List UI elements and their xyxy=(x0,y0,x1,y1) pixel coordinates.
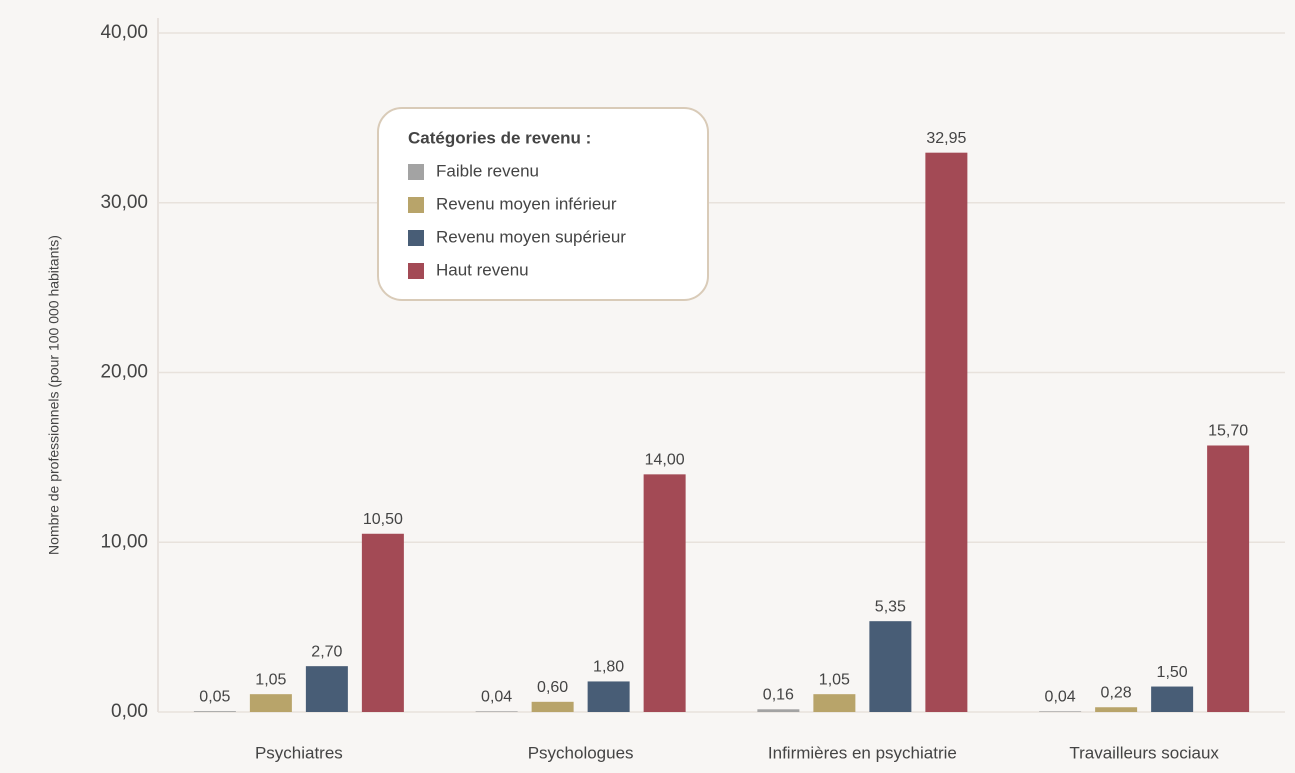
value-label: 2,70 xyxy=(311,643,342,660)
y-tick-label: 10,00 xyxy=(100,531,148,552)
legend-label: Haut revenu xyxy=(436,260,529,279)
bar xyxy=(475,711,518,712)
value-label: 0,28 xyxy=(1101,684,1132,701)
value-label: 0,04 xyxy=(1045,689,1076,706)
bar xyxy=(249,694,292,712)
legend-swatch xyxy=(408,230,424,246)
y-tick-label: 0,00 xyxy=(111,701,148,722)
value-label: 0,04 xyxy=(481,689,512,706)
bar xyxy=(531,701,574,712)
value-label: 5,35 xyxy=(875,598,906,615)
value-label: 32,95 xyxy=(926,130,966,147)
bar xyxy=(869,621,912,712)
value-label: 1,80 xyxy=(593,659,624,676)
x-tick-label: Psychologues xyxy=(528,743,634,762)
y-tick-label: 30,00 xyxy=(100,192,148,213)
legend-label: Revenu moyen inférieur xyxy=(436,194,617,213)
y-axis-label: Nombre de professionnels (pour 100 000 h… xyxy=(46,235,62,555)
legend-swatch xyxy=(408,197,424,213)
bar xyxy=(643,474,686,712)
bar xyxy=(193,711,236,712)
value-label: 0,16 xyxy=(763,687,794,704)
value-label: 1,50 xyxy=(1157,664,1188,681)
value-label: 0,60 xyxy=(537,679,568,696)
bar xyxy=(1095,707,1138,712)
x-tick-label: Travailleurs sociaux xyxy=(1069,743,1219,762)
legend-title: Catégories de revenu : xyxy=(408,128,591,147)
bar xyxy=(925,152,968,712)
value-label: 15,70 xyxy=(1208,423,1248,440)
legend-label: Faible revenu xyxy=(436,161,539,180)
bar xyxy=(305,666,348,712)
bar xyxy=(757,709,800,712)
x-tick-label: Psychiatres xyxy=(255,743,343,762)
legend-label: Revenu moyen supérieur xyxy=(436,227,626,246)
value-label: 14,00 xyxy=(645,452,685,469)
value-label: 10,50 xyxy=(363,511,403,528)
bar xyxy=(361,533,404,712)
x-tick-label: Infirmières en psychiatrie xyxy=(768,743,957,762)
legend-box xyxy=(377,107,709,301)
bar xyxy=(1207,445,1250,712)
bar xyxy=(1039,711,1082,712)
bar xyxy=(587,681,630,712)
value-label: 1,05 xyxy=(819,671,850,688)
bar xyxy=(813,694,856,712)
bar xyxy=(1151,686,1194,712)
legend-swatch xyxy=(408,164,424,180)
value-label: 0,05 xyxy=(199,688,230,705)
y-tick-label: 20,00 xyxy=(100,362,148,383)
y-tick-label: 40,00 xyxy=(100,22,148,43)
value-label: 1,05 xyxy=(255,671,286,688)
legend-swatch xyxy=(408,263,424,279)
